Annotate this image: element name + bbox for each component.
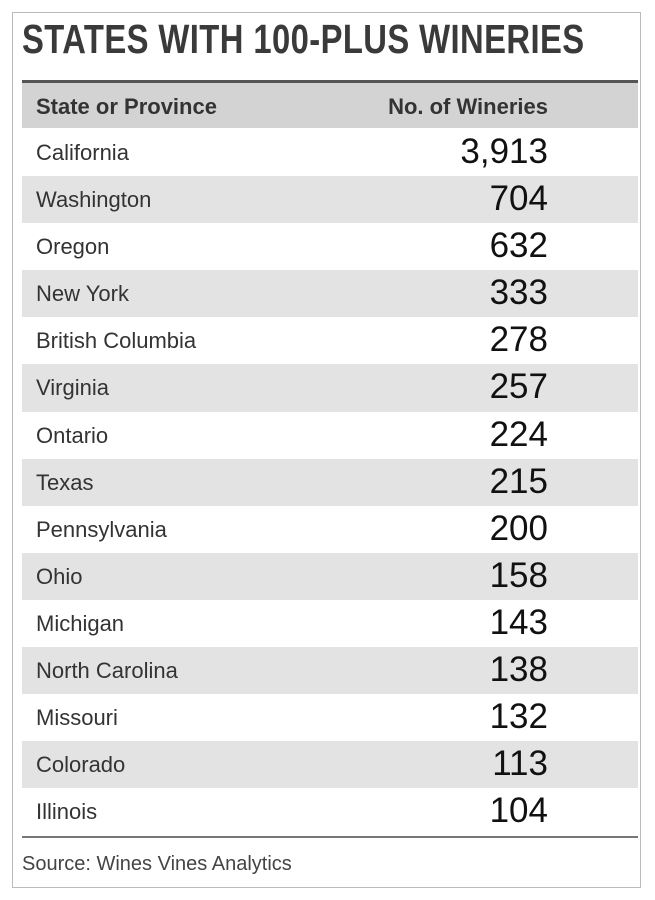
table-row: North Carolina 138 bbox=[22, 647, 638, 695]
table-row: Ontario 224 bbox=[22, 412, 638, 459]
state-name: Ohio bbox=[36, 563, 83, 589]
table-body: California 3,913 Washington 704 Oregon 632 New… bbox=[22, 129, 638, 835]
table-row: Virginia 257 bbox=[22, 364, 638, 412]
table-row: Michigan 143 bbox=[22, 600, 638, 647]
table-row: Oregon 632 bbox=[22, 223, 638, 270]
state-name: Illinois bbox=[36, 799, 98, 825]
winery-count: 215 bbox=[489, 461, 548, 501]
title: STATES WITH 100-PLUS WINERIES bbox=[22, 16, 585, 62]
state-name: Pennsylvania bbox=[36, 516, 167, 542]
state-name: Virginia bbox=[36, 375, 109, 401]
column-header: No. of Wineries bbox=[388, 94, 548, 119]
winery-count: 143 bbox=[489, 602, 548, 642]
table-row: Texas 215 bbox=[22, 458, 638, 506]
table-row: Ohio 158 bbox=[22, 552, 638, 600]
winery-count: 138 bbox=[489, 650, 548, 690]
table-row: New York 333 bbox=[22, 270, 638, 318]
state-name: New York bbox=[36, 281, 129, 307]
table-row: British Columbia 278 bbox=[22, 317, 638, 364]
state-name: Colorado bbox=[36, 752, 126, 778]
table-row: Colorado 113 bbox=[22, 741, 638, 789]
table-row: Washington 704 bbox=[22, 176, 638, 224]
winery-count: 333 bbox=[489, 273, 548, 313]
table-row: Pennsylvania 200 bbox=[22, 506, 638, 553]
table-row: Illinois 104 bbox=[22, 788, 638, 835]
winery-count: 158 bbox=[489, 555, 548, 595]
column-header: State or Province bbox=[36, 94, 217, 119]
winery-count: 704 bbox=[489, 179, 548, 219]
winery-count: 200 bbox=[489, 508, 548, 548]
frame bbox=[12, 12, 641, 888]
state-name: Washington bbox=[36, 187, 152, 213]
rule bbox=[22, 836, 638, 838]
winery-count: 632 bbox=[489, 226, 548, 266]
state-name: California bbox=[36, 140, 129, 165]
winery-count: 224 bbox=[489, 414, 548, 454]
winery-count: 104 bbox=[489, 791, 548, 831]
state-name: Texas bbox=[36, 469, 94, 495]
winery-count: 3,913 bbox=[460, 132, 548, 171]
table-row: California 3,913 bbox=[22, 129, 638, 176]
table-row: Missouri 132 bbox=[22, 694, 638, 741]
state-name: Michigan bbox=[36, 610, 125, 636]
state-name: Missouri bbox=[36, 705, 118, 731]
winery-count: 278 bbox=[489, 320, 548, 360]
state-name: British Columbia bbox=[36, 328, 197, 354]
state-name: Oregon bbox=[36, 234, 110, 260]
winery-count: 257 bbox=[489, 367, 548, 407]
source: Source: Wines Vines Analytics bbox=[22, 853, 292, 875]
state-name: Ontario bbox=[36, 422, 109, 448]
state-name: North Carolina bbox=[36, 658, 178, 684]
winery-count: 132 bbox=[489, 697, 548, 737]
table-header: State or Province No. of Wineries bbox=[22, 80, 638, 128]
winery-count: 113 bbox=[492, 744, 548, 784]
